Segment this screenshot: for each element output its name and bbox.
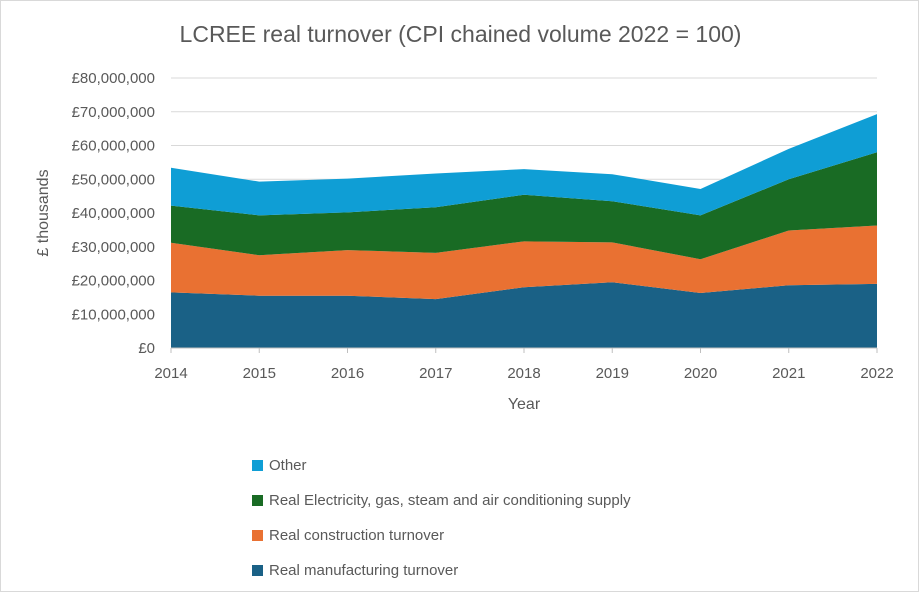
y-tick-label: £10,000,000 bbox=[72, 306, 155, 323]
legend-item: Other bbox=[252, 448, 631, 483]
legend-swatch bbox=[252, 495, 263, 506]
x-tick-label: 2017 bbox=[419, 365, 452, 382]
y-tick-label: £60,000,000 bbox=[72, 138, 155, 155]
y-tick-label: £50,000,000 bbox=[72, 171, 155, 188]
area-series-1 bbox=[171, 225, 877, 300]
y-tick-label: £30,000,000 bbox=[72, 239, 155, 256]
area-series-2 bbox=[171, 152, 877, 260]
x-tick-label: 2019 bbox=[596, 365, 629, 382]
x-axis-title: Year bbox=[508, 396, 541, 413]
y-tick-label: £0 bbox=[138, 340, 155, 357]
y-tick-label: £40,000,000 bbox=[72, 205, 155, 222]
x-tick-label: 2021 bbox=[772, 365, 805, 382]
area-series-0 bbox=[171, 282, 877, 348]
y-tick-label: £20,000,000 bbox=[72, 273, 155, 290]
legend-swatch bbox=[252, 530, 263, 541]
chart-title: LCREE real turnover (CPI chained volume … bbox=[179, 21, 742, 47]
legend-swatch bbox=[252, 460, 263, 471]
legend-item: Real construction turnover bbox=[252, 518, 631, 553]
legend-label: Real construction turnover bbox=[269, 527, 445, 544]
y-axis-title: £ thousands bbox=[35, 169, 52, 256]
legend-label: Real Electricity, gas, steam and air con… bbox=[269, 492, 631, 509]
x-tick-label: 2014 bbox=[154, 365, 187, 382]
area-series-3 bbox=[171, 114, 877, 216]
x-tick-label: 2022 bbox=[860, 365, 893, 382]
legend-item: Real manufacturing turnover bbox=[252, 553, 631, 588]
legend-label: Other bbox=[269, 457, 307, 474]
x-tick-label: 2020 bbox=[684, 365, 717, 382]
y-tick-label: £70,000,000 bbox=[72, 104, 155, 121]
legend-swatch bbox=[252, 565, 263, 576]
x-tick-label: 2016 bbox=[331, 365, 364, 382]
x-tick-label: 2018 bbox=[507, 365, 540, 382]
x-tick-label: 2015 bbox=[243, 365, 276, 382]
chart-legend: Other Real Electricity, gas, steam and ai… bbox=[252, 448, 631, 588]
legend-item: Real Electricity, gas, steam and air con… bbox=[252, 483, 631, 518]
legend-label: Real manufacturing turnover bbox=[269, 562, 459, 579]
y-tick-label: £80,000,000 bbox=[72, 70, 155, 87]
